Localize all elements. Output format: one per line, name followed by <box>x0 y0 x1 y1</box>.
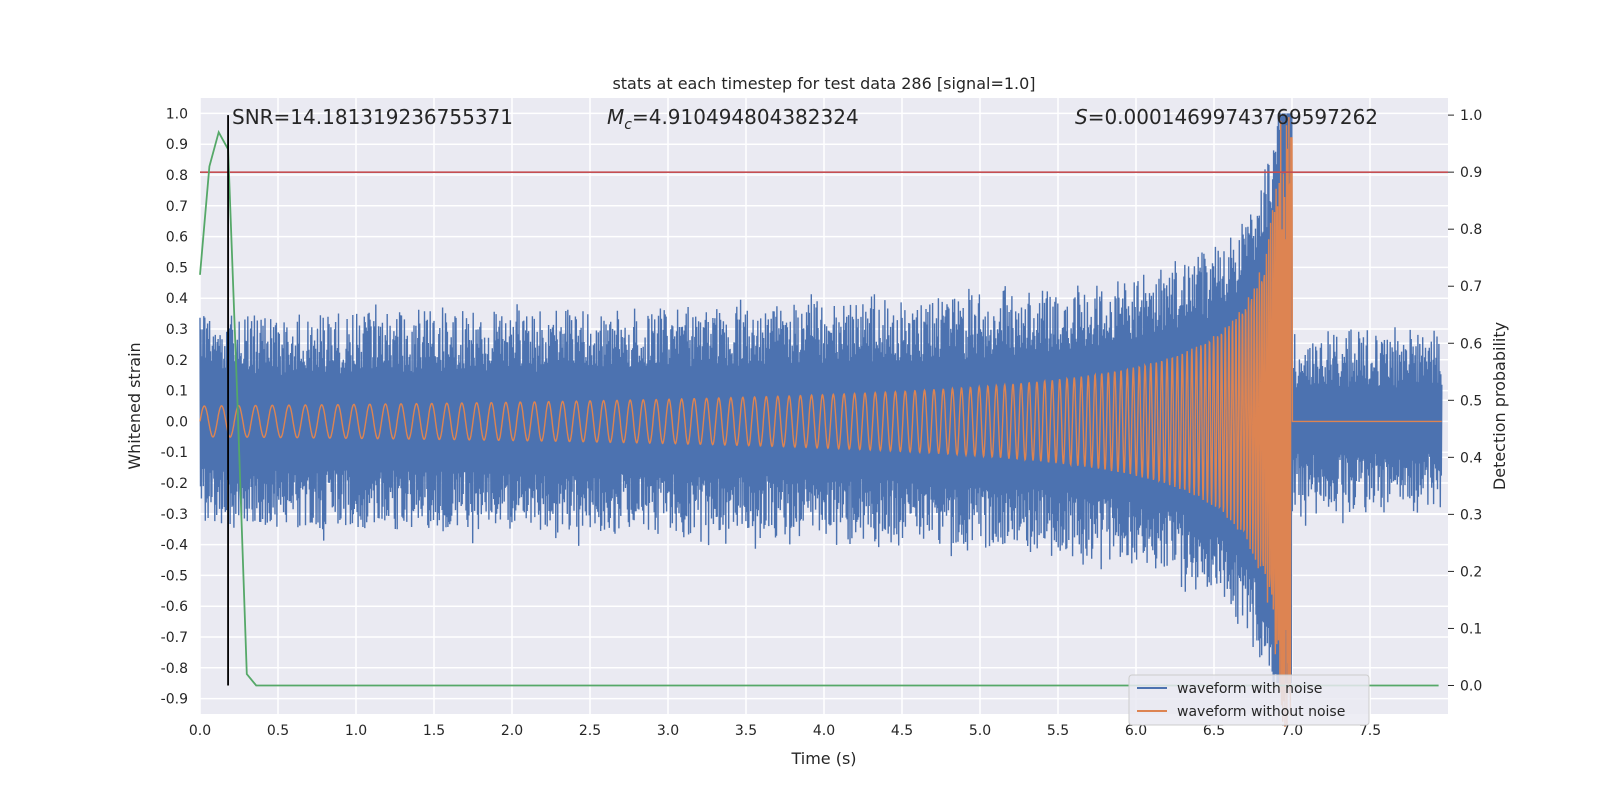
legend-label-noise: waveform with noise <box>1177 681 1322 697</box>
y2-tick-label: 0.0 <box>1460 678 1482 694</box>
y2-tick-label: 0.7 <box>1460 279 1482 295</box>
x-tick-label: 1.5 <box>423 723 445 739</box>
y-tick-label: 0.6 <box>166 230 188 246</box>
snr-annotation: SNR=14.181319236755371 <box>232 105 513 129</box>
mc-symbol: M <box>607 105 624 129</box>
y2-tick-label: 0.1 <box>1460 621 1482 637</box>
y-axis-label: Whitened strain <box>125 342 144 469</box>
x-tick-label: 5.0 <box>969 723 991 739</box>
y-tick-label: -0.9 <box>161 692 188 708</box>
mc-annotation: Mc=4.910494804382324 <box>607 105 859 133</box>
legend: waveform with noise waveform without noi… <box>1128 674 1370 726</box>
y-tick-label: 0.0 <box>166 414 188 430</box>
y-tick-label: -0.2 <box>161 476 188 492</box>
y-tick-label: -0.3 <box>161 507 188 523</box>
y-tick-label: -0.8 <box>161 661 188 677</box>
x-tick-label: 6.0 <box>1125 723 1147 739</box>
y2-tick-label: 0.6 <box>1460 336 1482 352</box>
y-tick-label: 0.8 <box>166 168 188 184</box>
y-tick-label: 0.5 <box>166 260 188 276</box>
y-tick-label: -0.7 <box>161 630 188 646</box>
mc-subscript: c <box>624 117 632 133</box>
legend-box <box>1128 674 1370 726</box>
x-tick-label: 3.0 <box>657 723 679 739</box>
x-tick-label: 7.5 <box>1359 723 1381 739</box>
y-tick-label: 0.7 <box>166 199 188 215</box>
y2-tick-label: 0.8 <box>1460 222 1482 238</box>
mc-value: =4.910494804382324 <box>632 105 859 129</box>
x-tick-label: 0.5 <box>267 723 289 739</box>
x-tick-label: 1.0 <box>345 723 367 739</box>
y-tick-label: 0.1 <box>166 384 188 400</box>
y-tick-label: -0.6 <box>161 599 188 615</box>
s-symbol: S <box>1075 105 1088 129</box>
x-axis-label: Time (s) <box>790 749 856 768</box>
waveform-without-noise-line <box>199 117 1442 727</box>
chart-title: stats at each timestep for test data 286… <box>612 74 1035 93</box>
y2-tick-label: 0.2 <box>1460 564 1482 580</box>
x-tick-label: 2.5 <box>579 723 601 739</box>
y2-tick-label: 0.5 <box>1460 393 1482 409</box>
y2-axis-label: Detection probability <box>1490 322 1509 490</box>
x-tick-label: 2.0 <box>501 723 523 739</box>
y2-tick-label: 0.9 <box>1460 165 1482 181</box>
y-tick-label: -0.4 <box>161 538 188 554</box>
y-tick-label: 0.2 <box>166 353 188 369</box>
legend-label-clean: waveform without noise <box>1177 704 1345 720</box>
x-tick-label: 5.5 <box>1047 723 1069 739</box>
x-tick-label: 0.0 <box>189 723 211 739</box>
x-tick-label: 4.0 <box>813 723 835 739</box>
axes: 0.0 0.5 1.0 1.5 2.0 2.5 3.0 3.5 4.0 4.5 5.0 5.5 6.0 6… <box>161 106 1483 739</box>
x-tick-label: 6.5 <box>1203 723 1225 739</box>
y-tick-label: -0.5 <box>161 568 188 584</box>
y-tick-label: 1.0 <box>166 106 188 122</box>
detection-probability-line <box>199 129 1439 687</box>
s-annotation: S=0.00014699743769597262 <box>1075 105 1378 129</box>
y-tick-label: 0.4 <box>166 291 188 307</box>
y2-tick-label: 0.3 <box>1460 507 1482 523</box>
x-tick-label: 3.5 <box>735 723 757 739</box>
plot-area <box>199 113 1448 727</box>
x-tick-label: 4.5 <box>891 723 913 739</box>
y-tick-label: -0.1 <box>161 445 188 461</box>
y2-tick-label: 1.0 <box>1460 108 1482 124</box>
y-tick-label: 0.9 <box>166 137 188 153</box>
y2-tick-label: 0.4 <box>1460 450 1482 466</box>
x-tick-label: 7.0 <box>1281 723 1303 739</box>
y-tick-label: 0.3 <box>166 322 188 338</box>
s-value: =0.00014699743769597262 <box>1088 105 1378 129</box>
